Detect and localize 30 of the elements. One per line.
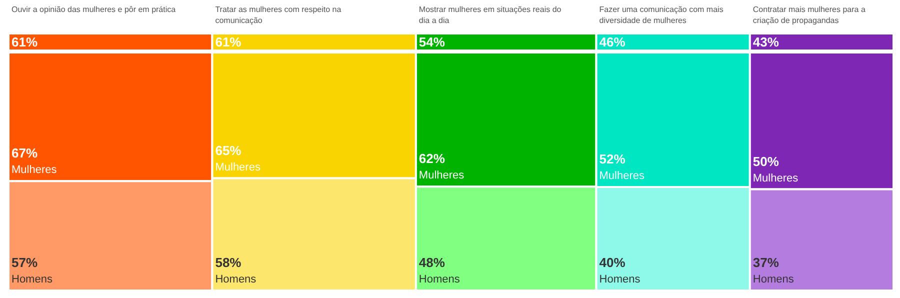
data-label: 57% bbox=[12, 255, 38, 270]
data-label: 61% bbox=[12, 34, 38, 50]
category-label: Mostrar mulheres em situações reais do dia a dia bbox=[418, 5, 562, 25]
data-label: 54% bbox=[418, 34, 446, 50]
text: Homens bbox=[752, 274, 794, 286]
data-label: 40% bbox=[599, 255, 626, 270]
category-label: Tratar as mulheres com respeito na comunicação bbox=[215, 5, 342, 25]
data-label: 58% bbox=[215, 255, 242, 270]
text: Homens bbox=[599, 274, 640, 286]
data-label: 65% bbox=[215, 142, 242, 158]
text: Mulheres bbox=[215, 161, 260, 174]
text: Mulheres bbox=[599, 170, 645, 182]
text: Mulheres bbox=[752, 172, 798, 184]
series-label: Homens bbox=[12, 274, 53, 286]
data-label: 52% bbox=[599, 152, 626, 167]
data-label: 43% bbox=[752, 34, 780, 50]
series-label: Mulheres bbox=[12, 164, 58, 176]
data-label: 67% bbox=[12, 146, 38, 161]
data-label: 37% bbox=[752, 255, 780, 270]
text: Mulheres bbox=[418, 170, 464, 182]
data-label: 50% bbox=[752, 154, 780, 169]
data-label: 48% bbox=[418, 255, 446, 270]
category-label: Contratar mais mulheres para a criação de propagandas bbox=[752, 5, 866, 25]
category-label: Ouvir a opinião das mulheres e pôr em prática bbox=[12, 5, 176, 14]
data-label: 61% bbox=[215, 34, 242, 50]
text: Homens bbox=[418, 274, 460, 286]
text: Homens bbox=[215, 274, 256, 286]
category-label: Fazer uma comunicação com mais diversidade de mulheres bbox=[599, 5, 724, 25]
data-label: 62% bbox=[418, 151, 446, 166]
data-label: 46% bbox=[599, 34, 626, 50]
